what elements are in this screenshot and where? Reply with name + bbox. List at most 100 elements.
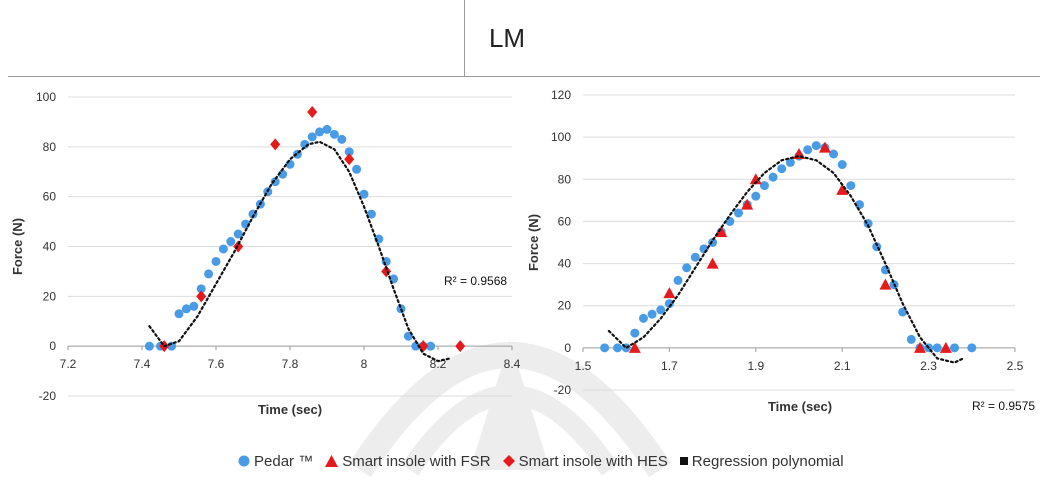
y-tick-label: 40 <box>43 240 57 254</box>
x-tick-label: 1.7 <box>661 359 678 373</box>
figure-title: LM <box>464 0 549 77</box>
title-underline-right <box>528 76 1040 77</box>
legend-item-poly: Regression polynomial <box>679 452 844 470</box>
legend-diamond-icon <box>502 455 515 467</box>
y-axis-label: Force (N) <box>526 214 541 271</box>
pedar-point <box>846 181 856 191</box>
pedar-point <box>307 132 317 142</box>
pedar-point <box>768 172 778 182</box>
pedar-point <box>803 145 813 155</box>
pedar-point <box>932 343 942 353</box>
hes-point <box>270 138 281 151</box>
regression-polynomial-line <box>607 154 965 364</box>
y-tick-label: 80 <box>43 140 57 154</box>
pedar-point <box>600 343 610 353</box>
pedar-point <box>682 263 692 273</box>
legend-label-poly: Regression polynomial <box>691 452 844 470</box>
hes-point <box>455 340 466 353</box>
legend: Pedar ™ Smart insole with FSR Smart inso… <box>238 448 878 474</box>
x-tick-label: 8.4 <box>504 357 521 371</box>
x-axis-label: Time (sec) <box>768 399 832 414</box>
pedar-point <box>734 208 744 218</box>
y-tick-label: 80 <box>558 172 572 186</box>
pedar-point <box>829 149 839 159</box>
pedar-point <box>664 299 674 309</box>
y-tick-label: 100 <box>551 130 571 144</box>
title-underline-left <box>8 76 465 77</box>
pedar-point <box>204 269 214 279</box>
pedar-point <box>337 134 347 144</box>
pedar-point <box>613 343 623 353</box>
pedar-point <box>777 164 787 174</box>
hes-point <box>344 153 355 166</box>
fsr-point <box>663 287 676 299</box>
x-tick-label: 7.2 <box>60 357 77 371</box>
pedar-point <box>144 341 154 351</box>
r-squared-label: R² = 0.9575 <box>972 399 1035 413</box>
pedar-point <box>690 252 700 262</box>
fsr-point <box>818 141 831 153</box>
pedar-point <box>708 238 718 247</box>
pedar-point <box>322 124 332 134</box>
r-squared-label: R² = 0.9568 <box>444 274 507 288</box>
pedar-point <box>967 343 977 353</box>
chart-right: -20 0 20 40 60 80 100 120 1.5 1.7 1.9 2.1 2.3 2.5 Time… <box>526 88 1035 414</box>
pedar-point <box>656 305 666 315</box>
pedar-point <box>673 275 683 285</box>
pedar-point <box>226 237 236 247</box>
fsr-point <box>741 198 754 210</box>
pedar-point <box>174 309 184 319</box>
pedar-point <box>751 191 761 201</box>
y-tick-label: -20 <box>39 389 57 403</box>
legend-label-pedar: Pedar ™ <box>254 452 314 470</box>
pedar-point <box>647 309 657 319</box>
pedar-point <box>638 313 648 323</box>
pedar-point <box>218 244 228 254</box>
pedar-point <box>630 328 640 338</box>
hes-point <box>307 105 318 118</box>
y-tick-label: 0 <box>564 341 571 355</box>
pedar-point <box>411 341 421 351</box>
y-tick-label: 0 <box>49 339 56 353</box>
fsr-point <box>628 341 641 353</box>
y-tick-label: -20 <box>554 383 572 397</box>
y-tick-label: 60 <box>43 190 57 204</box>
fsr-point <box>913 341 926 353</box>
pedar-point <box>211 256 221 266</box>
x-tick-label: 2.3 <box>920 359 937 373</box>
fsr-point <box>749 173 762 185</box>
pedar-point <box>270 177 280 187</box>
pedar-point <box>854 200 864 210</box>
legend-label-hes: Smart insole with HES <box>518 452 668 470</box>
legend-square-icon <box>679 457 688 465</box>
y-tick-label: 60 <box>558 214 572 228</box>
hes-point <box>196 290 207 303</box>
pedar-point <box>189 301 199 311</box>
pedar-point <box>329 129 339 139</box>
x-tick-label: 7.8 <box>282 357 299 371</box>
fsr-point <box>939 341 952 353</box>
pedar-point <box>196 284 206 294</box>
x-tick-label: 1.9 <box>747 359 764 373</box>
y-tick-label: 20 <box>43 289 57 303</box>
x-tick-label: 8 <box>361 357 368 371</box>
pedar-point <box>950 343 960 353</box>
pedar-point <box>699 244 709 254</box>
pedar-point <box>359 189 369 199</box>
x-tick-label: 2.1 <box>834 359 851 373</box>
pedar-point <box>233 229 243 239</box>
x-tick-label: 2.5 <box>1007 359 1024 373</box>
pedar-point <box>785 157 795 167</box>
pedar-point <box>181 304 191 314</box>
legend-item-fsr: Smart insole with FSR <box>325 452 491 470</box>
regression-polynomial-line <box>148 140 451 363</box>
x-tick-label: 7.4 <box>134 357 151 371</box>
x-tick-label: 7.6 <box>208 357 225 371</box>
y-tick-label: 120 <box>551 88 571 102</box>
y-tick-label: 100 <box>36 90 56 104</box>
watermark-seal <box>349 340 671 478</box>
legend-label-fsr: Smart insole with FSR <box>342 452 491 470</box>
y-axis-label: Force (N) <box>10 218 25 275</box>
fsr-point <box>715 225 728 237</box>
